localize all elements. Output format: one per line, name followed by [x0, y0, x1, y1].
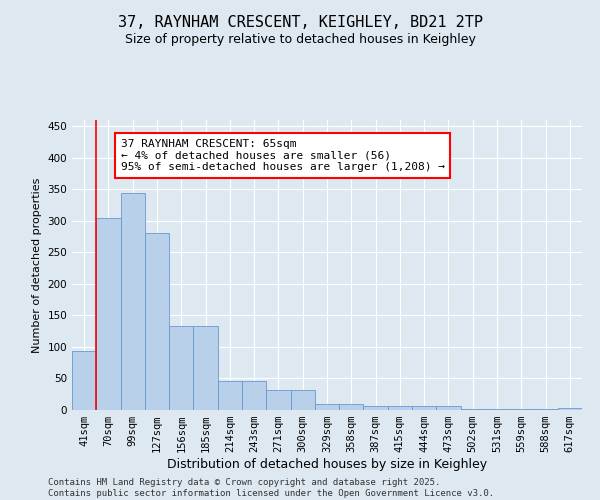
Bar [290, 390, 315, 410]
Text: Size of property relative to detached houses in Keighley: Size of property relative to detached ho… [125, 32, 475, 46]
Bar [558, 408, 582, 410]
Bar [96, 218, 121, 410]
Bar [388, 406, 412, 410]
Bar [72, 352, 96, 410]
Bar [461, 408, 485, 410]
Bar [218, 381, 242, 410]
Text: Contains HM Land Registry data © Crown copyright and database right 2025.
Contai: Contains HM Land Registry data © Crown c… [48, 478, 494, 498]
Text: 37, RAYNHAM CRESCENT, KEIGHLEY, BD21 2TP: 37, RAYNHAM CRESCENT, KEIGHLEY, BD21 2TP [118, 15, 482, 30]
Bar [169, 326, 193, 410]
Bar [339, 404, 364, 410]
Text: 37 RAYNHAM CRESCENT: 65sqm
← 4% of detached houses are smaller (56)
95% of semi-: 37 RAYNHAM CRESCENT: 65sqm ← 4% of detac… [121, 139, 445, 172]
Bar [436, 406, 461, 410]
Bar [193, 326, 218, 410]
Bar [266, 390, 290, 410]
Bar [145, 234, 169, 410]
X-axis label: Distribution of detached houses by size in Keighley: Distribution of detached houses by size … [167, 458, 487, 471]
Bar [121, 192, 145, 410]
Bar [315, 404, 339, 410]
Y-axis label: Number of detached properties: Number of detached properties [32, 178, 42, 352]
Bar [242, 381, 266, 410]
Bar [412, 406, 436, 410]
Bar [485, 408, 509, 410]
Bar [364, 406, 388, 410]
